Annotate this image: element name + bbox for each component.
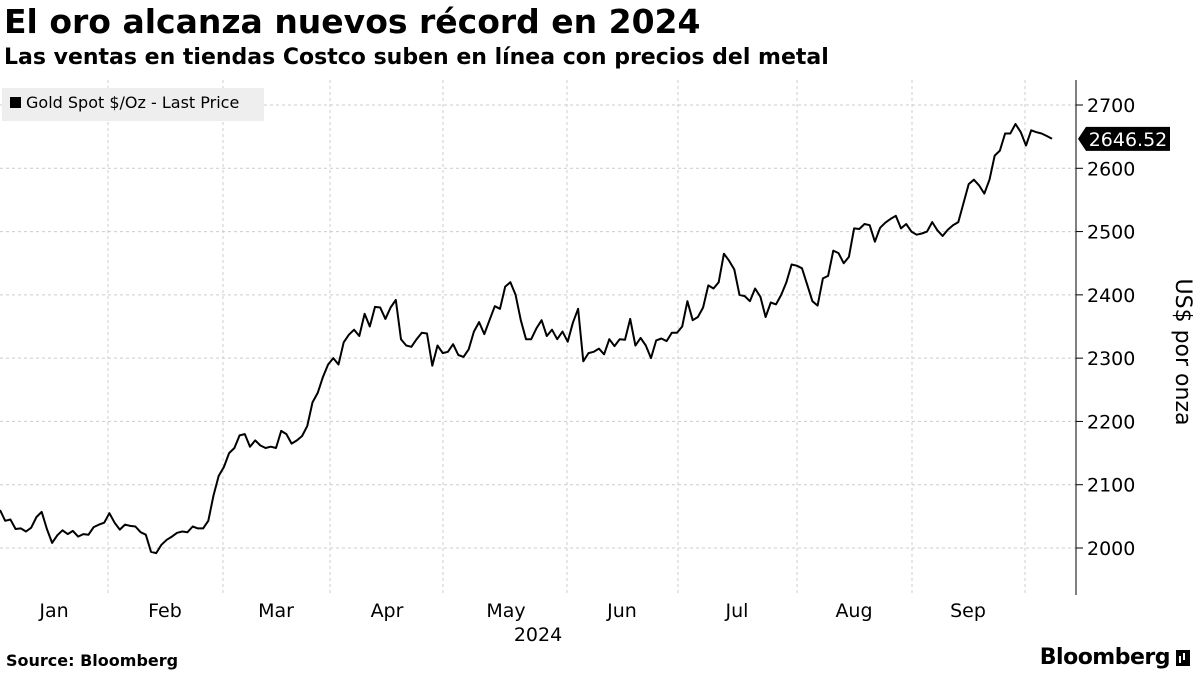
y-tick-label-2600: 2600 bbox=[1087, 158, 1135, 180]
legend-swatch bbox=[10, 97, 21, 108]
legend-label: Gold Spot $/Oz - Last Price bbox=[26, 93, 239, 112]
y-tick-label-2000: 2000 bbox=[1087, 538, 1135, 560]
x-tick-label-apr: Apr bbox=[371, 600, 404, 622]
chart-title: El oro alcanza nuevos récord en 2024 bbox=[4, 2, 701, 41]
x-tick-label-jan: Jan bbox=[38, 600, 68, 622]
source-note: Source: Bloomberg bbox=[6, 651, 179, 670]
y-tick-label-2500: 2500 bbox=[1087, 222, 1135, 244]
x-tick-label-mar: Mar bbox=[258, 600, 294, 622]
y-tick-label-2700: 2700 bbox=[1087, 95, 1135, 117]
x-tick-label-jun: Jun bbox=[606, 600, 637, 622]
x-axis: Jan Feb Mar Apr May Jun Jul Aug Sep bbox=[38, 600, 986, 622]
chart-subtitle: Las ventas en tiendas Costco suben en lí… bbox=[4, 45, 829, 70]
x-tick-label-sep: Sep bbox=[950, 600, 986, 622]
last-value-label: 2646.52 bbox=[1089, 129, 1168, 151]
x-tick-label-jul: Jul bbox=[725, 600, 749, 622]
series-line-gold-spot bbox=[0, 123, 1053, 555]
terminal-icon bbox=[1176, 649, 1190, 666]
last-value-group: 2646.52 bbox=[1078, 126, 1170, 151]
y-tick-label-2300: 2300 bbox=[1087, 348, 1135, 370]
x-tick-label-aug: Aug bbox=[835, 600, 872, 622]
legend-box bbox=[2, 88, 264, 121]
series-group bbox=[0, 123, 1053, 555]
gridlines bbox=[0, 80, 1076, 595]
x-axis-title: 2024 bbox=[514, 624, 562, 646]
bloomberg-logo: Bloomberg bbox=[1040, 645, 1190, 670]
x-tick-label-may: May bbox=[486, 600, 525, 622]
last-value-marker bbox=[1078, 126, 1170, 151]
brand-name: Bloomberg bbox=[1039, 645, 1171, 670]
y-tick-label-2100: 2100 bbox=[1087, 475, 1135, 497]
y-axis: 2000 2100 2200 2300 2400 2500 2600 2700 bbox=[1075, 80, 1135, 595]
y-tick-label-2400: 2400 bbox=[1087, 285, 1135, 307]
y-axis-title: US$ por onza bbox=[1170, 279, 1195, 426]
y-tick-label-2200: 2200 bbox=[1087, 411, 1135, 433]
x-tick-label-feb: Feb bbox=[148, 600, 182, 622]
legend: Gold Spot $/Oz - Last Price bbox=[2, 88, 264, 121]
